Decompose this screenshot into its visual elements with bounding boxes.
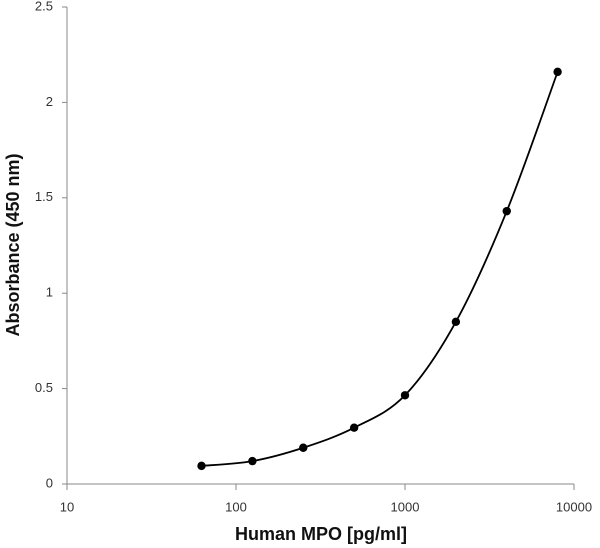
y-tick-label: 1.5 bbox=[35, 189, 53, 204]
x-tick-label: 1000 bbox=[391, 499, 420, 514]
curve bbox=[201, 71, 559, 467]
data-point bbox=[349, 423, 359, 432]
y-tick-label: 2.5 bbox=[35, 0, 53, 13]
x-tick-label: 10 bbox=[60, 499, 74, 514]
x-axis-title: Human MPO [pg/ml] bbox=[235, 524, 407, 544]
data-point bbox=[248, 456, 257, 466]
y-axis-title: Absorbance (450 nm) bbox=[3, 153, 23, 336]
x-tick-label: 10000 bbox=[556, 499, 592, 514]
data-point bbox=[197, 461, 206, 471]
y-tick-label: 1 bbox=[46, 285, 53, 300]
data-point bbox=[451, 317, 461, 327]
y-tick-label: 0 bbox=[46, 475, 53, 490]
y-tick-label: 2 bbox=[46, 94, 53, 109]
data-point bbox=[502, 206, 511, 216]
x-tick-label: 100 bbox=[225, 499, 247, 514]
y-tick-label: 0.5 bbox=[35, 380, 53, 395]
data-point bbox=[400, 391, 410, 400]
data-point bbox=[299, 443, 308, 452]
data-point bbox=[553, 67, 562, 77]
